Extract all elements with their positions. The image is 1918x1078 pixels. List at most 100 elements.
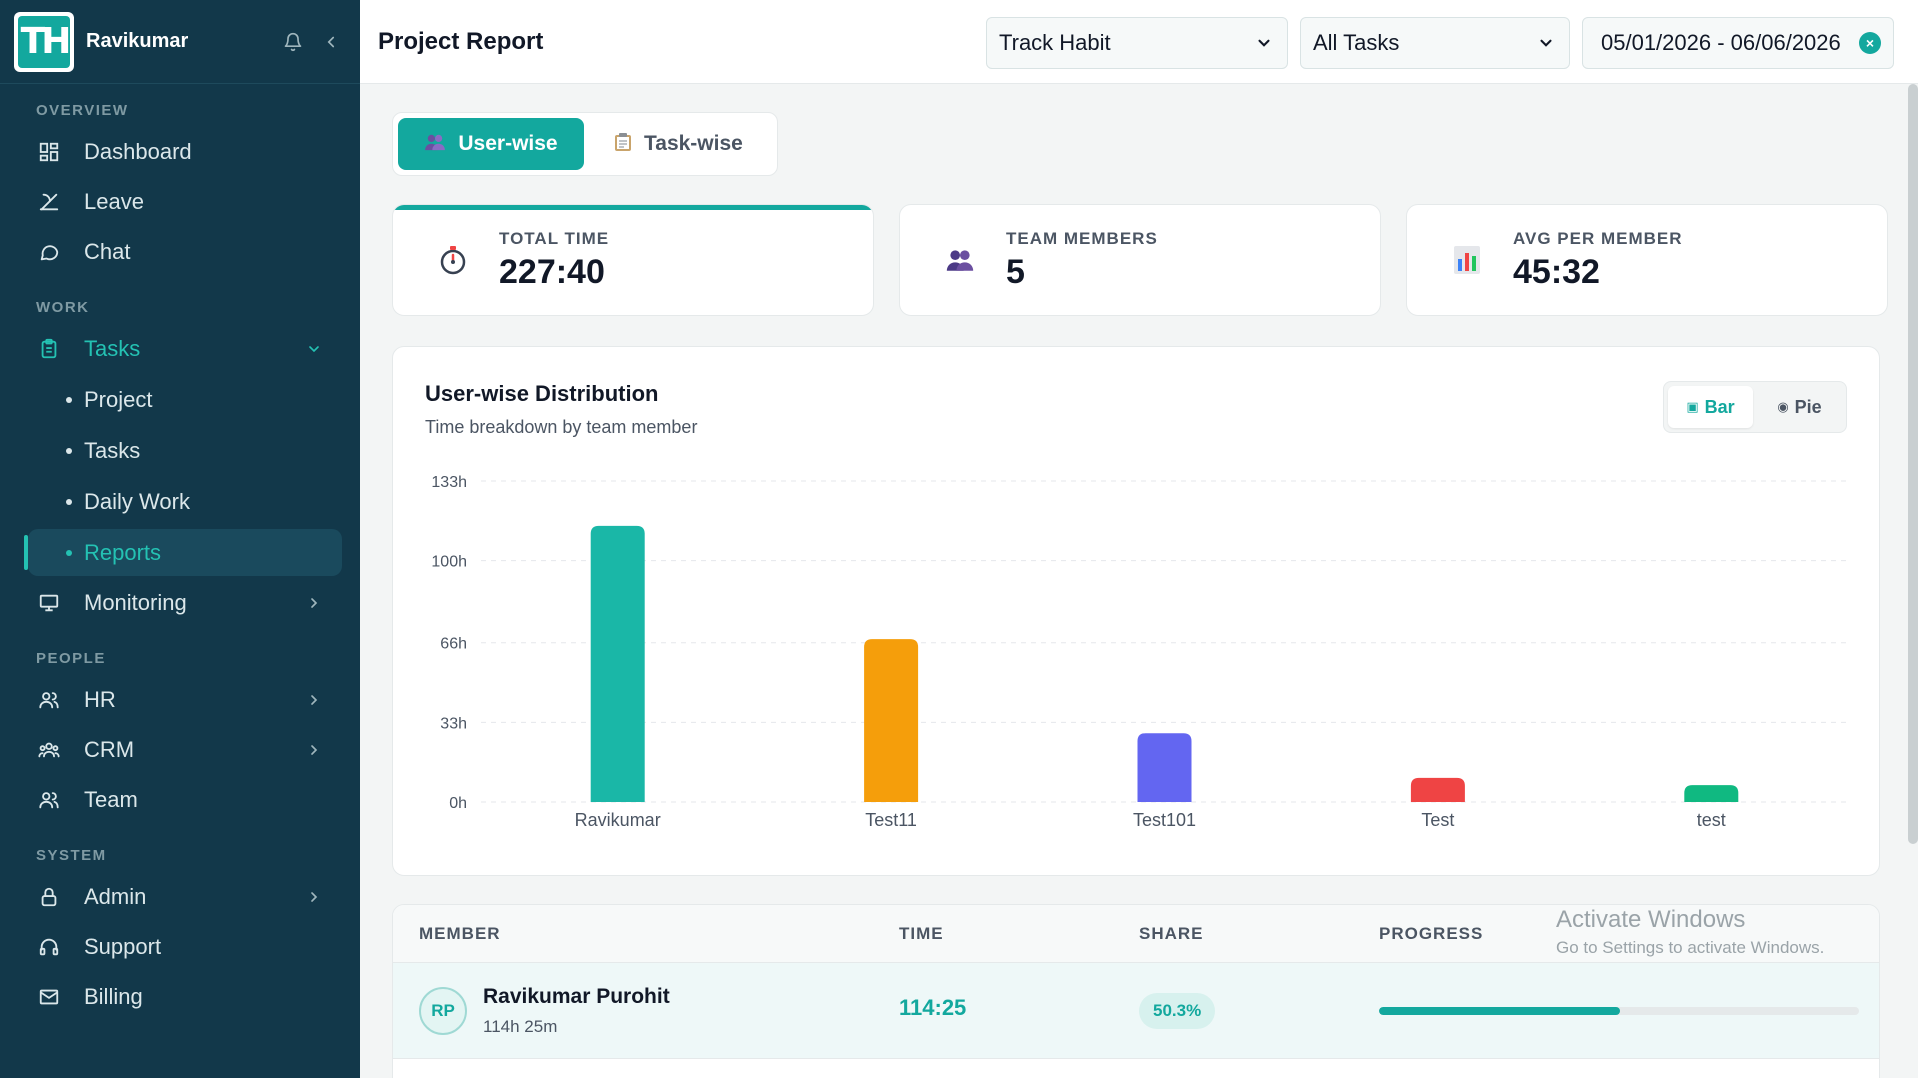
- y-tick-label: 33h: [440, 715, 467, 732]
- sidebar-item-leave[interactable]: Leave: [0, 177, 360, 227]
- sidebar-item-label: Billing: [84, 984, 143, 1009]
- sidebar-item-label: CRM: [84, 737, 135, 762]
- bullet-dot: [66, 396, 72, 403]
- dashboard-icon: [36, 139, 62, 165]
- bar-toggle-button[interactable]: ▣ Bar: [1668, 386, 1753, 428]
- share-badge: 50.3%: [1139, 993, 1216, 1029]
- project-select-value: Track Habit: [999, 30, 1111, 55]
- y-tick-label: 0h: [449, 795, 467, 812]
- chart-type-toggle: ▣ Bar ◉ Pie: [1663, 381, 1847, 433]
- column-header-member[interactable]: MEMBER: [419, 923, 501, 943]
- sidebar-item-team[interactable]: Team: [0, 775, 360, 825]
- clear-icon[interactable]: ×: [1859, 32, 1881, 54]
- table-header: MEMBER TIME SHARE PROGRESS: [393, 905, 1879, 963]
- sidebar-item-crm[interactable]: CRM: [0, 725, 360, 775]
- sidebar-item-tasks[interactable]: Tasks: [0, 324, 360, 374]
- pie-toggle-button[interactable]: ◉ Pie: [1757, 386, 1842, 428]
- sidebar-item-label: HR: [84, 687, 116, 712]
- sidebar-item-admin[interactable]: Admin: [0, 872, 360, 922]
- chevron-right-icon: [304, 740, 324, 760]
- member-name: Ravikumar Purohit: [483, 985, 670, 1008]
- table-row[interactable]: RP Ravikumar Purohit 114h 25m 114:25 50.…: [393, 963, 1879, 1059]
- chevron-right-icon: [304, 887, 324, 907]
- bullet-dot: [66, 549, 72, 556]
- sidebar-subitem-tasks[interactable]: Tasks: [0, 425, 360, 476]
- section-label-overview: OVERVIEW: [36, 102, 129, 119]
- sidebar-item-chat[interactable]: Chat: [0, 227, 360, 277]
- y-tick-label: 66h: [440, 636, 467, 653]
- bar-ravikumar: [590, 525, 645, 802]
- chevron-down-icon: [304, 339, 324, 359]
- section-label-system: SYSTEM: [36, 847, 107, 864]
- avatar: RP: [419, 987, 467, 1035]
- progress-bar: [1379, 1007, 1859, 1015]
- section-label-work: WORK: [36, 299, 90, 316]
- sidebar-item-support[interactable]: Support: [0, 922, 360, 972]
- y-tick-label: 133h: [431, 474, 467, 491]
- sidebar-item-label: Reports: [84, 539, 162, 565]
- column-header-progress[interactable]: PROGRESS: [1379, 923, 1484, 943]
- tab-label: Task-wise: [644, 132, 743, 155]
- sidebar-item-label: Dashboard: [84, 139, 192, 164]
- sidebar: TH Ravikumar OVERVIEW Dashboard Leave Ch…: [0, 0, 360, 1078]
- sidebar-subitem-project[interactable]: Project: [0, 374, 360, 425]
- bell-icon[interactable]: [278, 27, 308, 57]
- brand-name: Ravikumar: [86, 30, 189, 52]
- sidebar-item-label: Leave: [84, 189, 144, 214]
- brand-bar: TH Ravikumar: [0, 0, 360, 84]
- task-select-value: All Tasks: [1313, 30, 1400, 55]
- bar-test: [1684, 785, 1739, 802]
- stat-label: TEAM MEMBERS: [1006, 228, 1158, 248]
- sidebar-item-label: Chat: [84, 239, 131, 264]
- stat-value: 5: [1006, 252, 1025, 291]
- collapse-sidebar-icon[interactable]: [316, 27, 346, 57]
- member-time: 114:25: [899, 995, 967, 1020]
- bar-test: [1410, 777, 1465, 802]
- chevron-right-icon: [304, 690, 324, 710]
- date-range-value: 05/01/2026 - 06/06/2026: [1601, 30, 1841, 55]
- team-icon: [36, 787, 62, 813]
- view-tabs: User-wise Task-wise: [392, 112, 778, 176]
- tab-task-wise[interactable]: Task-wise: [590, 118, 767, 170]
- member-hours: 114h 25m: [483, 1017, 558, 1036]
- sidebar-item-hr[interactable]: HR: [0, 675, 360, 725]
- chevron-down-icon: [1253, 32, 1275, 54]
- stat-value: 227:40: [499, 252, 605, 291]
- chevron-down-icon: [1535, 32, 1557, 54]
- sidebar-item-label: Support: [84, 934, 162, 959]
- x-tick-label: Ravikumar: [575, 810, 661, 830]
- app-logo[interactable]: TH: [14, 11, 74, 72]
- tab-label: User-wise: [458, 132, 558, 155]
- toggle-label: Bar: [1704, 396, 1735, 417]
- lock-icon: [36, 884, 62, 910]
- project-select[interactable]: Track Habit: [986, 17, 1288, 69]
- sidebar-subitem-daily-work[interactable]: Daily Work: [0, 476, 360, 527]
- group-icon: [36, 737, 62, 763]
- x-tick-label: Test11: [865, 810, 917, 830]
- date-range-input[interactable]: 05/01/2026 - 06/06/2026 ×: [1582, 17, 1894, 69]
- sidebar-item-dashboard[interactable]: Dashboard: [0, 127, 360, 177]
- bar-test11: [864, 639, 919, 802]
- x-tick-label: Test101: [1133, 810, 1196, 830]
- sidebar-item-monitoring[interactable]: Monitoring: [0, 578, 360, 628]
- task-select[interactable]: All Tasks: [1300, 17, 1570, 69]
- sidebar-subitem-reports[interactable]: Reports: [0, 527, 360, 578]
- column-header-time[interactable]: TIME: [899, 923, 944, 943]
- chevron-right-icon: [304, 593, 324, 613]
- users-icon: [36, 687, 62, 713]
- chart-title: User-wise Distribution: [425, 381, 659, 406]
- stat-label: AVG PER MEMBER: [1513, 228, 1683, 248]
- page-title: Project Report: [378, 27, 544, 55]
- top-header: Project Report Track Habit All Tasks 05/…: [360, 0, 1918, 84]
- distribution-chart-card: User-wise Distribution Time breakdown by…: [392, 346, 1880, 876]
- chat-icon: [36, 239, 62, 265]
- tab-user-wise[interactable]: User-wise: [398, 118, 584, 170]
- stopwatch-icon: [437, 244, 469, 276]
- page-scrollbar[interactable]: [1908, 84, 1918, 844]
- column-header-share[interactable]: SHARE: [1139, 923, 1204, 943]
- sidebar-item-billing[interactable]: Billing: [0, 972, 360, 1022]
- users-icon: [424, 133, 446, 156]
- stat-card-total-time: TOTAL TIME 227:40: [392, 204, 874, 316]
- sidebar-item-label: Daily Work: [84, 488, 190, 514]
- main-content: User-wise Task-wise TOTAL TIME 227:40 TE…: [360, 84, 1918, 1078]
